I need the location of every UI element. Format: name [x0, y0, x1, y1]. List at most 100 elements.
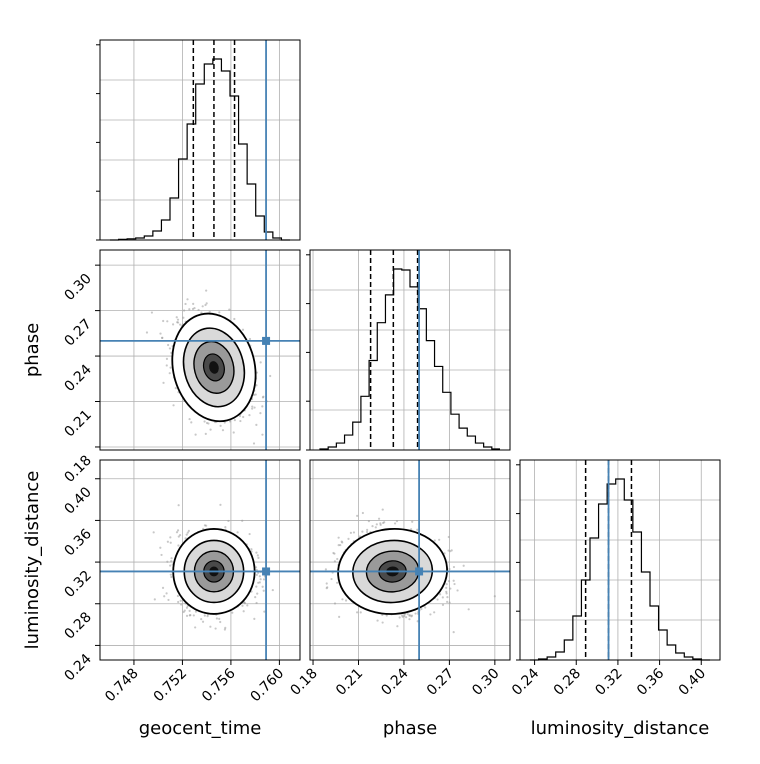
scatter-point — [445, 592, 448, 595]
scatter-point — [356, 514, 359, 517]
scatter-point — [405, 616, 408, 619]
scatter-point — [248, 532, 251, 536]
histogram-steps — [530, 478, 710, 661]
scatter-point — [232, 431, 235, 434]
scatter-point — [359, 611, 362, 614]
scatter-point — [449, 587, 452, 590]
scatter-point — [175, 531, 179, 534]
scatter-point — [185, 606, 189, 609]
scatter-point — [209, 625, 212, 628]
scatter-point — [336, 581, 339, 584]
scatter-point — [337, 544, 340, 547]
scatter-point — [215, 617, 218, 620]
scatter-point — [186, 531, 189, 534]
scatter-point — [333, 602, 337, 605]
scatter-point — [185, 533, 188, 536]
scatter-point — [445, 586, 448, 589]
scatter-point — [259, 412, 262, 415]
scatter-point — [239, 419, 242, 423]
scatter-point — [248, 337, 252, 341]
scatter-point — [254, 393, 257, 396]
scatter-point — [174, 387, 177, 390]
scatter-point — [259, 578, 262, 581]
y-tick-label: 0.28 — [61, 609, 94, 642]
scatter-point — [205, 302, 208, 305]
x-tick-label: 0.24 — [509, 665, 542, 698]
scatter-point — [192, 614, 195, 617]
scatter-point — [188, 308, 191, 311]
y-tick-label: 0.32 — [61, 568, 94, 601]
scatter-point — [332, 551, 335, 555]
scatter-point — [448, 601, 451, 604]
scatter-point — [246, 604, 249, 607]
scatter-point — [231, 611, 234, 614]
scatter-point — [336, 557, 339, 561]
scatter-point — [446, 596, 449, 599]
scatter-point — [167, 343, 170, 347]
panel-border — [99, 249, 301, 451]
scatter-point — [194, 610, 198, 613]
scatter-point — [452, 631, 455, 634]
scatter-point — [398, 616, 401, 619]
density-contour — [209, 361, 219, 374]
scatter-point — [261, 396, 265, 399]
scatter-point — [200, 311, 203, 314]
scatter-point — [255, 423, 258, 426]
scatter-point — [201, 620, 205, 623]
scatter-point — [251, 407, 254, 410]
panel-border — [309, 459, 511, 661]
scatter-point — [205, 289, 208, 292]
scatter-point — [447, 535, 450, 539]
scatter-point — [324, 568, 327, 571]
scatter-point — [178, 534, 182, 537]
scatter-point — [261, 585, 264, 588]
scatter-point — [203, 420, 206, 423]
scatter-point — [447, 580, 451, 583]
scatter-point — [263, 610, 266, 613]
scatter-point — [165, 357, 169, 360]
scatter-point — [462, 564, 465, 567]
x-axis-label-phase: phase — [383, 718, 437, 739]
scatter-point — [256, 554, 259, 557]
scatter-point — [255, 551, 258, 554]
density-content — [310, 460, 510, 660]
scatter-point — [206, 615, 209, 618]
x-tick-label: 0.36 — [634, 665, 667, 698]
scatter-point — [257, 556, 260, 559]
y-tick-label: 0.27 — [61, 316, 94, 349]
scatter-point — [184, 302, 187, 306]
scatter-point — [183, 609, 186, 612]
scatter-point — [416, 528, 419, 531]
scatter-point — [185, 614, 189, 617]
scatter-point — [238, 414, 242, 418]
scatter-point — [197, 308, 200, 312]
scatter-point — [179, 323, 182, 326]
histogram-luminosity_distance — [516, 459, 721, 661]
x-tick-label: 0.756 — [199, 665, 239, 705]
scatter-point — [203, 451, 205, 453]
scatter-point — [219, 620, 222, 624]
truth-marker — [262, 336, 271, 345]
scatter-point — [169, 366, 172, 369]
scatter-point — [233, 419, 236, 422]
scatter-point — [180, 603, 183, 606]
scatter-point — [176, 321, 180, 324]
scatter-point — [170, 557, 173, 560]
scatter-point — [171, 323, 175, 326]
scatter-point — [371, 525, 374, 528]
scatter-point — [259, 361, 262, 364]
scatter-point — [169, 541, 172, 544]
scatter-point — [393, 522, 397, 525]
scatter-point — [227, 519, 230, 523]
scatter-point — [150, 311, 154, 314]
scatter-point — [258, 575, 261, 578]
scatter-point — [337, 536, 340, 539]
scatter-point — [209, 428, 212, 431]
histogram-geocent_time — [96, 39, 301, 241]
scatter-point — [186, 298, 189, 301]
scatter-point — [258, 581, 261, 584]
scatter-point — [201, 305, 204, 308]
scatter-point — [168, 347, 172, 350]
scatter-point — [221, 429, 225, 432]
